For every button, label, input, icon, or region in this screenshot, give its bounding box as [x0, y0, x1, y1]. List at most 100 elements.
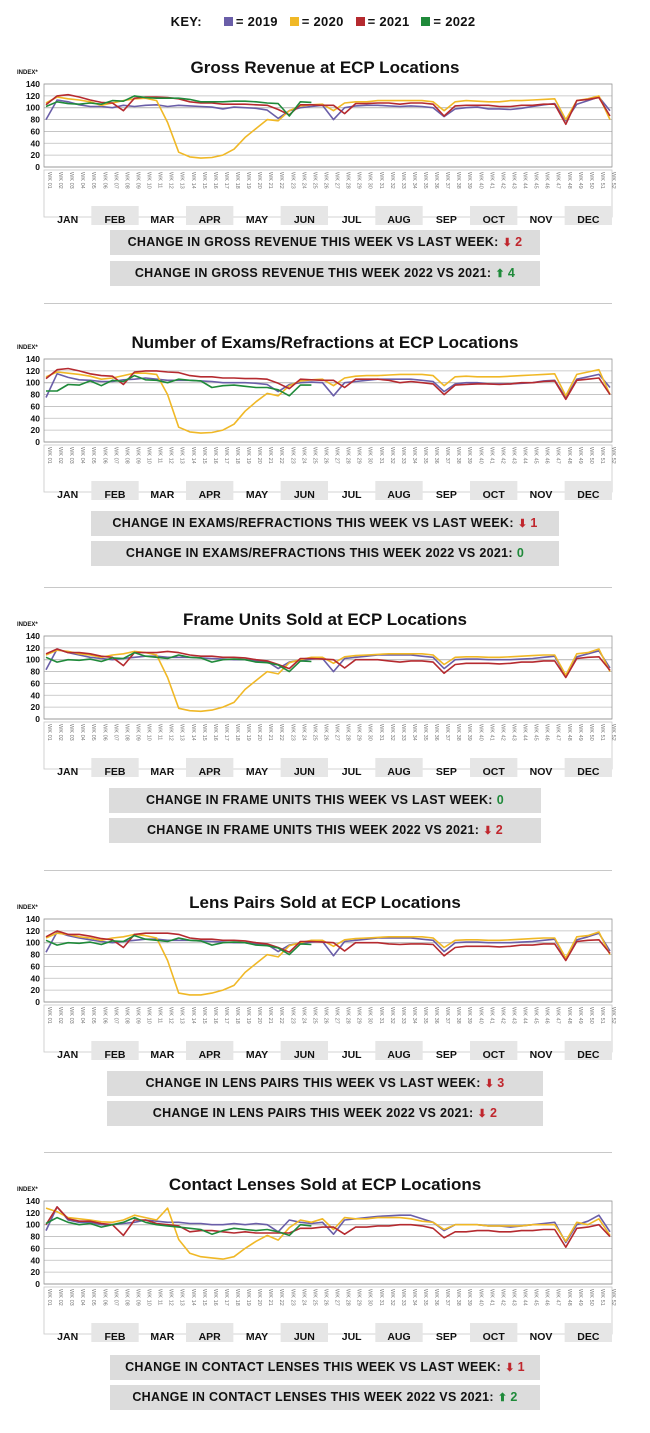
- week-tick-label: WK 47: [555, 1007, 561, 1024]
- legend-text-2021: = 2021: [367, 14, 410, 29]
- week-tick-label: WK 31: [378, 1289, 384, 1306]
- week-tick-label: WK 10: [146, 172, 152, 189]
- week-tick-label: WK 24: [300, 1289, 306, 1306]
- callout-value: ⬇ 2: [477, 1106, 497, 1120]
- week-tick-label: WK 46: [544, 1289, 550, 1306]
- week-tick-label: WK 48: [566, 1289, 572, 1306]
- series-line-2022: [45, 95, 312, 117]
- week-tick-label: WK 13: [179, 447, 185, 464]
- week-tick-label: WK 43: [511, 1289, 517, 1306]
- month-label: AUG: [387, 489, 410, 501]
- chart-panel: Contact Lenses Sold at ECP Locations INDE…: [0, 1175, 650, 1425]
- week-tick-label: WK 52: [610, 1289, 616, 1306]
- week-tick-label: WK 36: [433, 172, 439, 189]
- week-tick-label: WK 06: [101, 172, 107, 189]
- week-tick-label: WK 22: [278, 447, 284, 464]
- week-tick-label: WK 22: [278, 172, 284, 189]
- week-tick-label: WK 41: [488, 172, 494, 189]
- week-tick-label: WK 07: [112, 1007, 118, 1024]
- month-label: JUN: [294, 1331, 315, 1343]
- y-axis-label: INDEX*: [17, 345, 38, 351]
- week-tick-label: WK 23: [289, 724, 295, 741]
- change-callout: CHANGE IN EXAMS/REFRACTIONS THIS WEEK VS…: [91, 511, 559, 536]
- week-tick-label: WK 08: [123, 172, 129, 189]
- month-label: MAR: [150, 1331, 174, 1343]
- series-line-2021: [45, 930, 611, 962]
- arrow-down-icon: ⬇: [502, 237, 513, 249]
- week-tick-label: WK 10: [146, 1007, 152, 1024]
- week-tick-label: WK 18: [234, 724, 240, 741]
- month-label: NOV: [530, 489, 553, 501]
- month-label: FEB: [105, 489, 126, 501]
- month-label: DEC: [577, 214, 600, 226]
- week-tick-label: WK 52: [610, 724, 616, 741]
- arrow-down-icon: ⬇: [483, 825, 493, 837]
- legend-swatch-2020: [289, 17, 299, 26]
- week-tick-label: WK 26: [323, 724, 329, 741]
- week-tick-label: WK 29: [356, 172, 362, 189]
- week-tick-label: WK 28: [345, 724, 351, 741]
- callout-value: ⬆ 4: [495, 266, 515, 280]
- y-tick-label: 0: [35, 997, 40, 1007]
- week-tick-label: WK 11: [157, 447, 163, 463]
- week-tick-label: WK 40: [477, 447, 483, 464]
- week-tick-label: WK 48: [566, 724, 572, 741]
- y-tick-label: 40: [31, 690, 41, 700]
- week-tick-label: WK 50: [588, 1289, 594, 1306]
- week-tick-label: WK 38: [455, 172, 461, 189]
- legend-text-2019: = 2019: [235, 14, 278, 29]
- week-tick-label: WK 27: [334, 447, 340, 464]
- week-tick-label: WK 14: [190, 172, 196, 189]
- chart-title: Gross Revenue at ECP Locations: [190, 58, 460, 77]
- legend-item-2019: = 2019: [223, 14, 278, 29]
- series-line-2019: [45, 931, 611, 961]
- week-tick-label: WK 17: [223, 172, 229, 189]
- chart-title: Frame Units Sold at ECP Locations: [182, 610, 468, 629]
- week-tick-label: WK 26: [323, 1007, 329, 1024]
- week-tick-label: WK 34: [411, 172, 417, 189]
- week-tick-label: WK 41: [488, 447, 494, 464]
- section-divider: [44, 870, 612, 871]
- week-tick-label: WK 35: [422, 1289, 428, 1306]
- week-tick-label: WK 43: [511, 1007, 517, 1024]
- week-tick-label: WK 19: [245, 1289, 251, 1306]
- week-tick-label: WK 46: [544, 447, 550, 464]
- week-tick-label: WK 20: [256, 1289, 262, 1306]
- y-tick-label: 0: [35, 1279, 40, 1289]
- week-tick-label: WK 52: [610, 447, 616, 464]
- week-tick-label: WK 52: [610, 1007, 616, 1024]
- week-tick-label: WK 09: [135, 172, 141, 189]
- y-tick-label: 40: [31, 138, 41, 148]
- week-tick-label: WK 06: [101, 447, 107, 464]
- week-tick-label: WK 44: [522, 1289, 528, 1306]
- month-shade: [375, 758, 423, 777]
- month-label: MAY: [246, 489, 268, 501]
- week-tick-label: WK 02: [57, 1289, 63, 1306]
- week-tick-label: WK 36: [433, 447, 439, 464]
- week-tick-label: WK 07: [112, 724, 118, 741]
- y-tick-label: 140: [26, 914, 40, 924]
- callout-value: 0: [517, 546, 524, 560]
- month-label: FEB: [105, 766, 126, 778]
- week-tick-label: WK 18: [234, 447, 240, 464]
- callout-number: 3: [497, 1076, 505, 1090]
- chart-title: Lens Pairs Sold at ECP Locations: [189, 893, 461, 912]
- month-label: APR: [199, 1331, 222, 1343]
- y-tick-label: 80: [31, 950, 41, 960]
- week-tick-label: WK 48: [566, 447, 572, 464]
- y-tick-label: 20: [31, 985, 41, 995]
- plot-frame: [43, 1200, 613, 1285]
- week-tick-label: WK 27: [334, 172, 340, 189]
- week-tick-label: WK 40: [477, 1007, 483, 1024]
- callout-number: 1: [517, 1360, 525, 1374]
- week-tick-label: WK 22: [278, 1289, 284, 1306]
- month-shade: [186, 1041, 234, 1060]
- week-tick-label: WK 08: [123, 1007, 129, 1024]
- month-label: FEB: [105, 214, 126, 226]
- week-tick-label: WK 30: [367, 447, 373, 464]
- week-tick-label: WK 45: [533, 1289, 539, 1306]
